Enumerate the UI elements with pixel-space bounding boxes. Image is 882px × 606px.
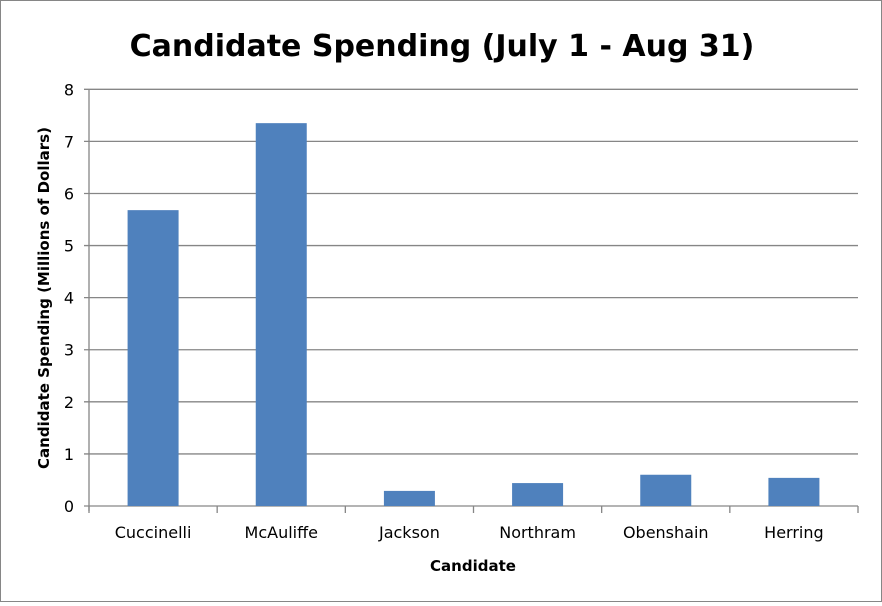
y-axis-label: Candidate Spending (Millions of Dollars) [35,127,53,469]
y-tick-label: 0 [64,497,74,516]
chart-title: Candidate Spending (July 1 - Aug 31) [130,29,755,64]
bar-jackson [383,490,435,506]
y-tick-label: 7 [64,132,74,151]
x-tick-label: Obenshain [623,523,709,542]
x-tick-label: McAuliffe [245,523,318,542]
y-tick-label: 2 [64,393,74,412]
y-tick-label: 6 [64,184,74,203]
x-tick-label: Herring [764,523,824,542]
y-tick-label: 4 [64,289,74,308]
x-tick-label: Northram [499,523,576,542]
y-tick-labels: 0 1 2 3 4 5 6 7 8 [64,80,74,516]
y-tick-label: 3 [64,341,74,360]
bars [127,123,820,507]
y-tick-label: 5 [64,237,74,256]
gridlines [84,88,859,513]
bar-herring [768,477,820,506]
x-tick-label: Cuccinelli [115,523,192,542]
bar-northram [512,483,564,506]
bar-obenshain [640,474,692,506]
bar-mcauliffe [255,123,307,507]
x-axis-label: Candidate [430,557,516,575]
x-tick-label: Jackson [378,523,440,542]
y-tick-label: 1 [64,445,74,464]
bar-cuccinelli [127,210,179,506]
x-tick-labels: Cuccinelli McAuliffe Jackson Northram Obensh… [115,523,824,542]
y-tick-label: 8 [64,80,74,99]
